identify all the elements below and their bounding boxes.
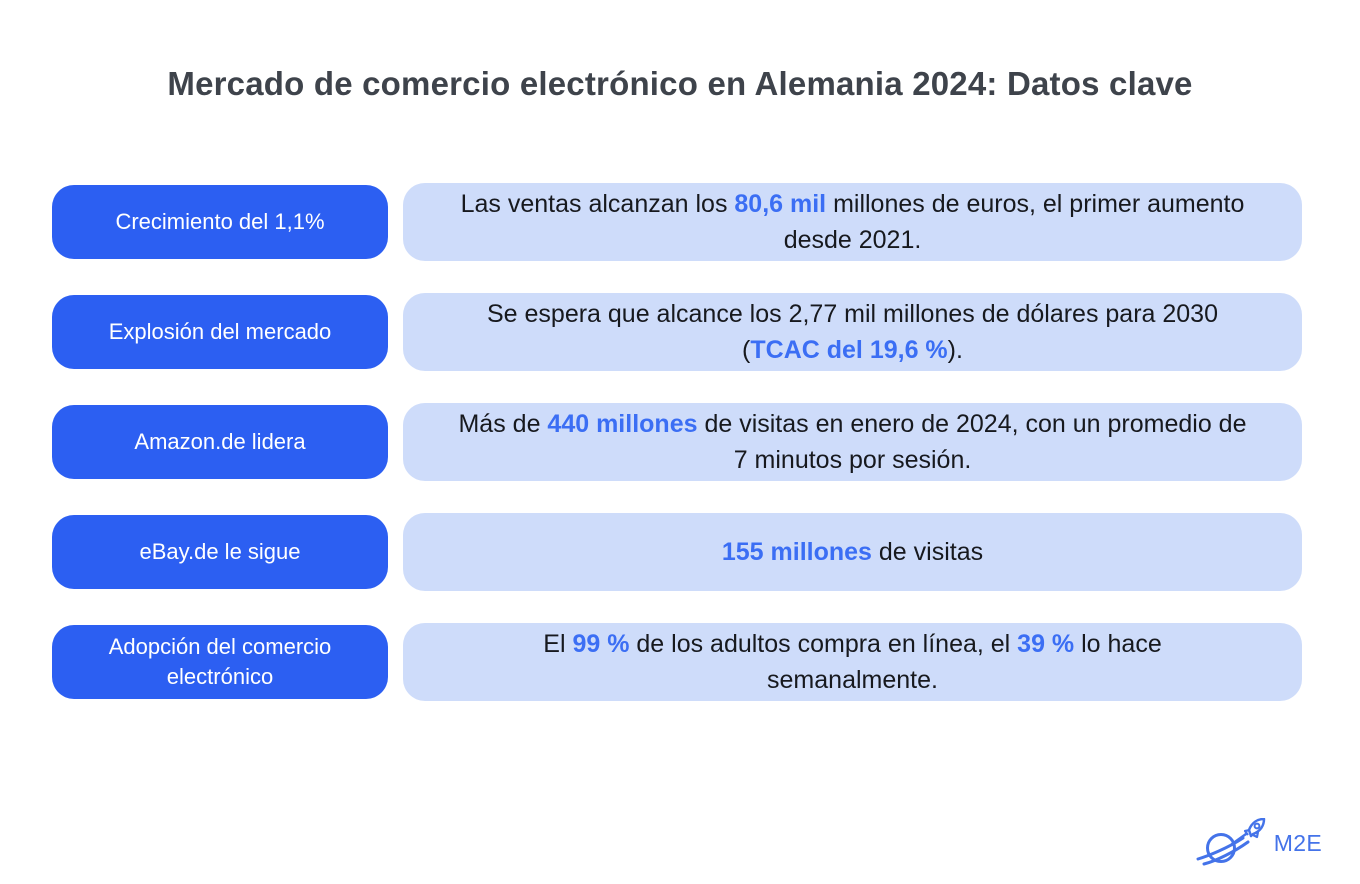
text-segment: El: [543, 630, 573, 658]
rocket-planet-icon: [1194, 817, 1272, 868]
accent-value: 155 millones: [721, 538, 872, 566]
text-segment: de visitas en enero de 2024, con un prom…: [697, 410, 1247, 474]
fact-row-adoption: Adopción del comercio electrónico El 99 …: [52, 623, 1302, 701]
fact-text-content: El 99 % de los adultos compra en línea, …: [457, 626, 1248, 698]
accent-value: 440 millones: [547, 410, 698, 438]
fact-label-amazon: Amazon.de lidera: [52, 405, 388, 479]
fact-label-growth: Crecimiento del 1,1%: [52, 185, 388, 259]
fact-text-market-boom: Se espera que alcance los 2,77 mil millo…: [403, 293, 1302, 371]
accent-value: TCAC del 19,6 %: [750, 336, 948, 364]
fact-text-ebay: 155 millones de visitas: [403, 513, 1302, 591]
text-segment: Más de: [458, 410, 548, 438]
text-segment: ).: [947, 336, 963, 364]
fact-row-ebay: eBay.de le sigue 155 millones de visitas: [52, 513, 1302, 591]
fact-label-market-boom: Explosión del mercado: [52, 295, 388, 369]
text-segment: Se espera que alcance los 2,77 mil millo…: [486, 300, 1218, 364]
fact-text-adoption: El 99 % de los adultos compra en línea, …: [403, 623, 1302, 701]
accent-value: 80,6 mil: [734, 190, 827, 218]
page-title: Mercado de comercio electrónico en Alema…: [167, 65, 1193, 102]
text-segment: lo hace semanalmente.: [767, 630, 1162, 694]
fact-text-amazon: Más de 440 millones de visitas en enero …: [403, 403, 1302, 481]
m2e-logo: M2E: [1194, 817, 1322, 868]
fact-label-ebay: eBay.de le sigue: [52, 515, 388, 589]
fact-text-growth: Las ventas alcanzan los 80,6 mil millone…: [403, 183, 1302, 261]
fact-row-amazon: Amazon.de lidera Más de 440 millones de …: [52, 403, 1302, 481]
facts-list: Crecimiento del 1,1% Las ventas alcanzan…: [0, 183, 1360, 701]
fact-text-content: Se espera que alcance los 2,77 mil millo…: [457, 296, 1248, 368]
text-segment: de los adultos compra en línea, el: [629, 630, 1018, 658]
text-segment: millones de euros, el primer aumento des…: [783, 190, 1245, 254]
fact-label-adoption: Adopción del comercio electrónico: [52, 625, 388, 699]
logo-text: M2E: [1273, 829, 1322, 856]
fact-text-content: Las ventas alcanzan los 80,6 mil millone…: [457, 186, 1248, 258]
text-segment: de visitas: [871, 538, 984, 566]
fact-text-content: Más de 440 millones de visitas en enero …: [457, 406, 1248, 478]
text-segment: Las ventas alcanzan los: [460, 190, 735, 218]
fact-row-market-boom: Explosión del mercado Se espera que alca…: [52, 293, 1302, 371]
fact-row-growth: Crecimiento del 1,1% Las ventas alcanzan…: [52, 183, 1302, 261]
accent-value: 39 %: [1017, 630, 1075, 658]
accent-value: 99 %: [572, 630, 630, 658]
fact-text-content: 155 millones de visitas: [722, 534, 983, 570]
